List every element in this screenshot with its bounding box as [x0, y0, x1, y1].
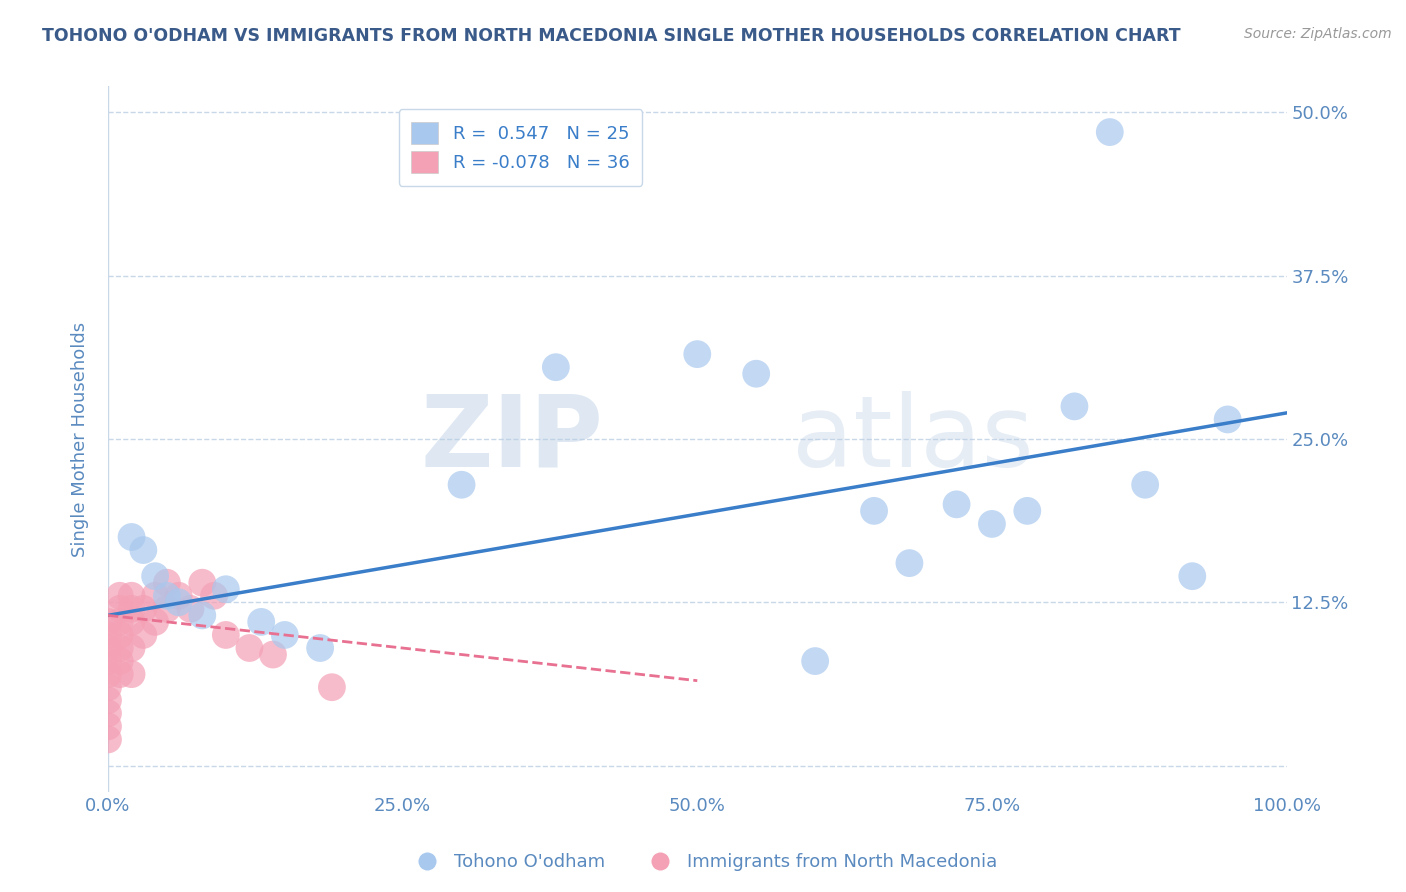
Point [132, 602, 155, 616]
Text: atlas: atlas [792, 391, 1033, 488]
Point [121, 640, 143, 655]
Point [309, 640, 332, 655]
Point [202, 589, 225, 603]
Point [97, 654, 120, 668]
Point [274, 628, 297, 642]
Legend: R =  0.547   N = 25, R = -0.078   N = 36: R = 0.547 N = 25, R = -0.078 N = 36 [399, 110, 643, 186]
Point [156, 575, 179, 590]
Point [121, 530, 143, 544]
Text: ZIP: ZIP [420, 391, 603, 488]
Point [262, 648, 284, 662]
Point [238, 640, 260, 655]
Point [132, 628, 155, 642]
Point [544, 360, 567, 375]
Point [121, 602, 143, 616]
Point [191, 608, 214, 623]
Y-axis label: Single Mother Households: Single Mother Households [72, 321, 89, 557]
Point [745, 367, 768, 381]
Point [945, 497, 967, 511]
Point [97, 706, 120, 721]
Point [97, 680, 120, 694]
Point [121, 615, 143, 629]
Point [863, 504, 886, 518]
Point [97, 640, 120, 655]
Point [156, 602, 179, 616]
Point [156, 589, 179, 603]
Text: TOHONO O'ODHAM VS IMMIGRANTS FROM NORTH MACEDONIA SINGLE MOTHER HOUSEHOLDS CORRE: TOHONO O'ODHAM VS IMMIGRANTS FROM NORTH … [42, 27, 1181, 45]
Point [108, 589, 131, 603]
Point [108, 640, 131, 655]
Point [1216, 412, 1239, 426]
Point [143, 569, 166, 583]
Point [121, 667, 143, 681]
Point [981, 516, 1004, 531]
Point [132, 543, 155, 558]
Point [108, 615, 131, 629]
Point [1063, 400, 1085, 414]
Point [108, 667, 131, 681]
Point [450, 477, 472, 491]
Point [321, 680, 343, 694]
Point [97, 693, 120, 707]
Text: Source: ZipAtlas.com: Source: ZipAtlas.com [1244, 27, 1392, 41]
Point [1017, 504, 1039, 518]
Point [250, 615, 273, 629]
Point [167, 589, 190, 603]
Point [97, 719, 120, 733]
Point [143, 615, 166, 629]
Point [215, 582, 238, 597]
Point [215, 628, 238, 642]
Point [686, 347, 709, 361]
Point [97, 628, 120, 642]
Point [108, 628, 131, 642]
Point [1098, 125, 1121, 139]
Point [898, 556, 921, 570]
Point [108, 602, 131, 616]
Point [804, 654, 827, 668]
Point [1133, 477, 1156, 491]
Legend: Tohono O'odham, Immigrants from North Macedonia: Tohono O'odham, Immigrants from North Ma… [402, 847, 1004, 879]
Point [97, 615, 120, 629]
Point [108, 654, 131, 668]
Point [143, 589, 166, 603]
Point [179, 602, 201, 616]
Point [167, 595, 190, 609]
Point [1181, 569, 1204, 583]
Point [191, 575, 214, 590]
Point [121, 589, 143, 603]
Point [97, 667, 120, 681]
Point [97, 732, 120, 747]
